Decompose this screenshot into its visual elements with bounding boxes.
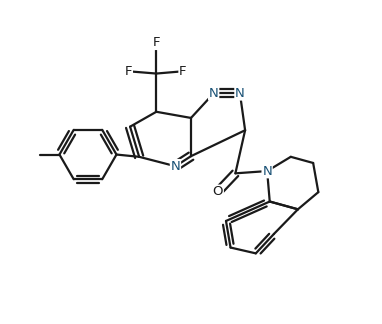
- Text: N: N: [235, 87, 245, 100]
- Text: F: F: [152, 36, 160, 49]
- Text: O: O: [213, 185, 223, 198]
- Text: N: N: [262, 165, 272, 178]
- Text: N: N: [171, 160, 180, 173]
- Text: F: F: [179, 65, 187, 78]
- Text: F: F: [125, 65, 132, 78]
- Text: N: N: [209, 87, 219, 100]
